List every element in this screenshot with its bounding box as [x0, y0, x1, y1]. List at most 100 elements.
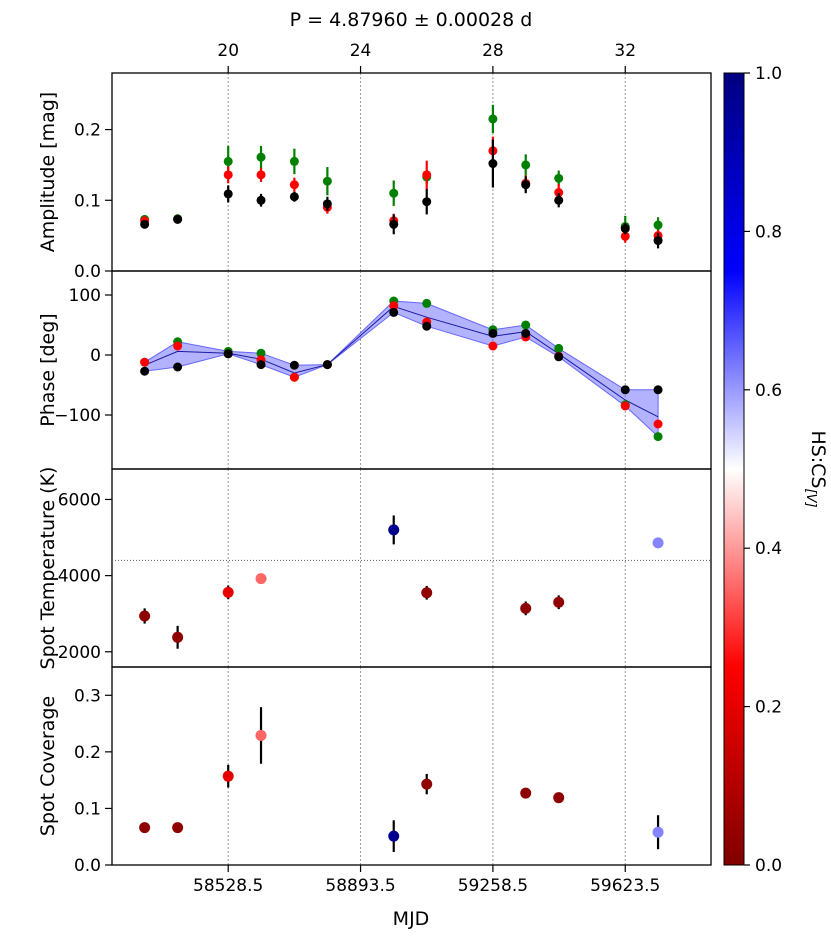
point-red: [620, 401, 630, 411]
point-black: [256, 195, 266, 205]
y-tick-label: −100: [54, 406, 101, 426]
point-black: [422, 321, 432, 331]
point-green: [653, 432, 663, 442]
panel-phase: −100 0 100 Phase [deg]: [37, 270, 712, 470]
top-axis-tick-label: 24: [350, 41, 372, 61]
point-green: [256, 152, 266, 162]
point-black: [256, 360, 266, 370]
colored-point: [421, 587, 433, 599]
panel-frame: [111, 270, 712, 470]
point-green: [653, 220, 663, 230]
colorbar-tick-label: 0.6: [755, 381, 782, 401]
point-red: [422, 170, 432, 180]
colorbar-label-main: HS:CS: [807, 430, 829, 488]
point-black: [173, 214, 183, 224]
colored-point: [652, 826, 664, 838]
point-black: [554, 352, 564, 362]
x-axis-label: MJD: [393, 908, 430, 930]
y-tick-label: 0.2: [74, 121, 101, 141]
point-black: [140, 219, 150, 229]
y-axis-label: Spot Temperature (K): [37, 467, 59, 670]
colored-point: [520, 787, 532, 799]
point-black: [521, 180, 531, 190]
point-black: [140, 366, 150, 376]
chart-title: P = 4.87960 ± 0.00028 d: [290, 9, 533, 31]
colored-point: [255, 573, 267, 585]
colored-point: [652, 537, 664, 549]
colorbar-tick-label: 0.2: [755, 698, 782, 718]
point-red: [173, 341, 183, 351]
point-black: [322, 199, 332, 209]
colored-point: [388, 830, 400, 842]
colorbar-label-sub: [V]: [803, 489, 818, 508]
y-tick-label: 6000: [58, 490, 101, 510]
panel-frame: [111, 666, 712, 866]
colored-point: [553, 596, 565, 608]
point-black: [653, 385, 663, 395]
colorbar-tick-label: 0.4: [755, 539, 782, 559]
point-green: [422, 298, 432, 308]
point-green: [389, 188, 399, 198]
point-red: [488, 341, 498, 351]
point-black: [488, 328, 498, 338]
y-tick-label: 0.3: [74, 686, 101, 706]
point-red: [289, 372, 299, 382]
point-green: [322, 176, 332, 186]
top-axis-tick-label: 28: [482, 41, 504, 61]
point-green: [256, 348, 266, 358]
x-tick-label: 58893.5: [325, 876, 395, 896]
point-red: [140, 357, 150, 367]
point-black: [389, 219, 399, 229]
colorbar-tick-label: 0.0: [755, 856, 782, 876]
point-green: [223, 156, 233, 166]
y-tick-label: 0.2: [74, 743, 101, 763]
point-red: [289, 180, 299, 190]
point-black: [620, 385, 630, 395]
colored-point: [553, 792, 565, 804]
y-axis-label: Amplitude [mag]: [37, 92, 59, 252]
panel-amplitude: 0.0 0.1 0.2 Amplitude [mag]: [37, 72, 712, 282]
y-tick-label: 0.0: [74, 262, 101, 282]
y-tick-label: 4000: [58, 567, 101, 587]
point-green: [488, 114, 498, 124]
point-green: [554, 343, 564, 353]
colorbar: 0.0 0.2 0.4 0.6 0.8 1.0 HS:CS[V]: [723, 64, 829, 876]
point-black: [422, 197, 432, 207]
colored-point: [388, 524, 400, 536]
point-green: [554, 173, 564, 183]
colored-point: [520, 602, 532, 614]
top-axis-tick-label: 32: [614, 41, 636, 61]
point-black: [653, 236, 663, 246]
y-tick-label: 100: [69, 286, 101, 306]
point-black: [289, 360, 299, 370]
point-red: [620, 231, 630, 241]
colorbar-gradient: [723, 72, 745, 866]
point-red: [256, 170, 266, 180]
point-black: [389, 307, 399, 317]
point-black: [223, 349, 233, 359]
y-tick-label: 0.1: [74, 799, 101, 819]
colored-point: [421, 778, 433, 790]
point-green: [521, 160, 531, 170]
x-tick-label: 59623.5: [590, 876, 660, 896]
colored-point: [222, 770, 234, 782]
colorbar-ticks: 0.0 0.2 0.4 0.6 0.8 1.0: [744, 64, 782, 876]
point-red: [554, 188, 564, 198]
point-red: [223, 170, 233, 180]
y-axis-label: Spot Coverage: [37, 696, 59, 836]
panels: 0.0 0.1 0.2 Amplitude [mag] −100 0 100 Phase [d…: [37, 72, 712, 896]
point-black: [620, 224, 630, 234]
point-red: [653, 419, 663, 429]
point-red: [389, 301, 399, 311]
point-black: [488, 159, 498, 169]
point-black: [554, 195, 564, 205]
y-tick-label: 0.0: [74, 856, 101, 876]
point-black: [322, 360, 332, 370]
panel-frame: [111, 72, 712, 272]
colorbar-tick-label: 1.0: [755, 64, 782, 84]
point-black: [289, 192, 299, 202]
x-tick-label: 58528.5: [193, 876, 263, 896]
point-black: [223, 189, 233, 199]
